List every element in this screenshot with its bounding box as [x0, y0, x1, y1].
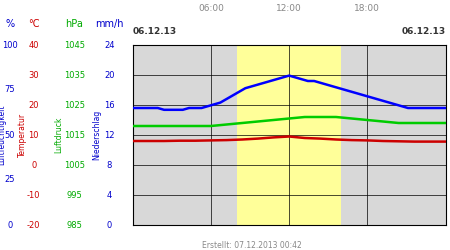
Text: 20: 20 — [104, 70, 115, 80]
Text: 0: 0 — [31, 160, 36, 170]
Text: Luftfeuchtigkeit: Luftfeuchtigkeit — [0, 105, 7, 165]
Text: 06:00: 06:00 — [198, 4, 224, 13]
Text: 06.12.13: 06.12.13 — [401, 27, 446, 36]
Text: 4: 4 — [107, 190, 112, 200]
Text: -10: -10 — [27, 190, 40, 200]
Text: 30: 30 — [28, 70, 39, 80]
Text: °C: °C — [28, 19, 40, 29]
Text: 16: 16 — [104, 100, 115, 110]
Text: 75: 75 — [4, 86, 15, 94]
Text: Luftdruck: Luftdruck — [54, 117, 63, 153]
Bar — [237, 45, 342, 225]
Text: 06.12.13: 06.12.13 — [133, 27, 177, 36]
Text: 8: 8 — [107, 160, 112, 170]
Text: -20: -20 — [27, 220, 40, 230]
Text: 50: 50 — [4, 130, 15, 140]
Text: hPa: hPa — [65, 19, 83, 29]
Text: 100: 100 — [2, 40, 18, 50]
Text: 12: 12 — [104, 130, 115, 140]
Text: mm/h: mm/h — [95, 19, 124, 29]
Text: 1005: 1005 — [64, 160, 85, 170]
Text: Erstellt: 07.12.2013 00:42: Erstellt: 07.12.2013 00:42 — [202, 241, 302, 250]
Text: 12:00: 12:00 — [276, 4, 302, 13]
Text: 10: 10 — [28, 130, 39, 140]
Text: 1015: 1015 — [64, 130, 85, 140]
Text: 1025: 1025 — [64, 100, 85, 110]
Text: 18:00: 18:00 — [355, 4, 380, 13]
Text: 985: 985 — [66, 220, 82, 230]
Text: 1045: 1045 — [64, 40, 85, 50]
Text: 995: 995 — [67, 190, 82, 200]
Text: 0: 0 — [107, 220, 112, 230]
Text: %: % — [5, 19, 14, 29]
Text: 1035: 1035 — [64, 70, 85, 80]
Text: Niederschlag: Niederschlag — [92, 110, 101, 160]
Text: 24: 24 — [104, 40, 115, 50]
Text: 20: 20 — [28, 100, 39, 110]
Text: 25: 25 — [4, 176, 15, 184]
Text: 0: 0 — [7, 220, 13, 230]
Text: Temperatur: Temperatur — [18, 113, 27, 157]
Text: 40: 40 — [28, 40, 39, 50]
